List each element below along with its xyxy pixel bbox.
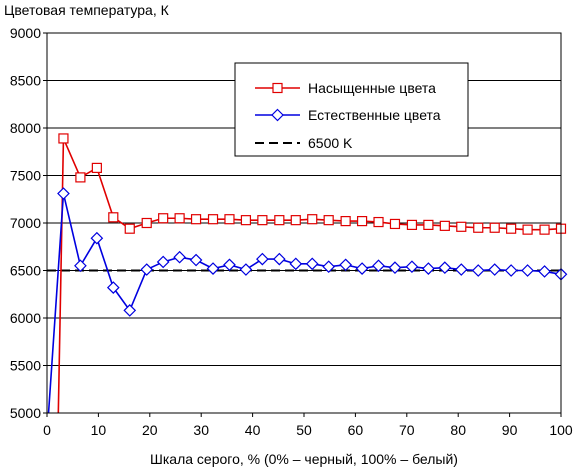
- x-tick-label: 10: [91, 422, 107, 438]
- data-point-1: [339, 258, 352, 272]
- data-point-0: [141, 217, 152, 229]
- data-point-0: [174, 213, 185, 224]
- y-tick-label: 7000: [10, 215, 41, 231]
- legend-label: Насыщенные цвета: [308, 80, 436, 96]
- data-point-1: [422, 262, 435, 275]
- data-point-0: [207, 214, 219, 225]
- data-point-1: [272, 252, 286, 266]
- data-point-1: [372, 259, 385, 273]
- data-point-1: [289, 257, 303, 271]
- x-axis-ticks: 0 10 20 30 40 50 60 70 80 90 100: [43, 413, 573, 438]
- x-tick-label: 30: [193, 422, 209, 438]
- x-axis-title: Шкала серого, % (0% – черный, 100% – бел…: [150, 451, 458, 467]
- series-markers: [57, 133, 568, 317]
- x-tick-label: 0: [43, 422, 51, 438]
- data-point-0: [456, 221, 467, 232]
- data-point-0: [323, 215, 334, 226]
- x-tick-label: 40: [245, 422, 261, 438]
- series-line-0: [57, 138, 562, 414]
- data-point-1: [305, 257, 319, 271]
- data-point-1: [206, 262, 220, 275]
- legend-swatch-marker: [271, 108, 284, 122]
- data-point-1: [256, 252, 269, 266]
- data-point-1: [471, 264, 485, 277]
- data-point-0: [240, 215, 252, 226]
- y-axis-ticks: 5000 5500 6000 6500 7000 7500 8000 8500 9000: [10, 25, 47, 421]
- series-lines: [47, 138, 562, 414]
- data-point-0: [274, 215, 285, 226]
- y-tick-label: 8500: [10, 73, 41, 89]
- data-point-1: [538, 265, 551, 278]
- data-point-1: [173, 250, 186, 264]
- legend: Насыщенные цвета Естественные цвета 6500 K: [234, 62, 469, 157]
- data-point-0: [224, 214, 235, 225]
- data-point-0: [406, 219, 418, 230]
- data-point-1: [57, 187, 70, 200]
- data-point-1: [521, 264, 534, 277]
- data-point-1: [74, 259, 87, 273]
- data-point-1: [405, 260, 419, 274]
- legend-box: [234, 62, 469, 157]
- x-tick-label: 60: [348, 422, 364, 438]
- data-point-0: [522, 224, 533, 235]
- y-tick-label: 8000: [10, 120, 41, 136]
- x-tick-label: 90: [502, 422, 518, 438]
- data-point-0: [58, 133, 69, 144]
- data-point-0: [473, 222, 484, 233]
- data-point-1: [488, 263, 502, 276]
- data-point-1: [189, 253, 203, 267]
- data-point-0: [257, 215, 268, 226]
- data-point-0: [506, 223, 517, 234]
- data-point-0: [439, 220, 450, 231]
- data-point-1: [322, 260, 336, 274]
- legend-swatch-marker: [272, 82, 283, 94]
- data-point-1: [106, 281, 120, 294]
- data-point-0: [158, 213, 169, 224]
- y-tick-label: 5500: [10, 358, 41, 374]
- y-tick-label: 6500: [10, 263, 41, 279]
- data-point-1: [504, 264, 518, 277]
- data-point-0: [124, 223, 135, 234]
- data-point-1: [123, 304, 137, 317]
- data-point-0: [190, 214, 202, 225]
- data-point-0: [373, 216, 384, 228]
- data-point-1: [90, 231, 104, 245]
- data-point-0: [307, 214, 318, 225]
- x-tick-label: 100: [549, 422, 573, 438]
- data-point-1: [239, 263, 253, 276]
- data-point-1: [454, 263, 468, 276]
- data-point-0: [389, 218, 401, 230]
- data-point-0: [75, 172, 86, 183]
- legend-label: Естественные цвета: [308, 107, 441, 123]
- x-tick-label: 80: [450, 422, 466, 438]
- data-point-1: [156, 255, 170, 269]
- data-point-0: [356, 216, 368, 227]
- x-tick-label: 50: [296, 422, 312, 438]
- data-point-1: [355, 262, 369, 275]
- y-tick-label: 9000: [10, 25, 41, 41]
- x-tick-label: 20: [142, 422, 158, 438]
- x-tick-label: 70: [399, 422, 415, 438]
- legend-label: 6500 K: [308, 135, 353, 151]
- data-point-0: [108, 212, 119, 223]
- data-point-0: [91, 162, 102, 173]
- data-point-0: [423, 219, 434, 230]
- data-point-1: [223, 258, 236, 272]
- data-point-1: [140, 263, 154, 276]
- data-point-1: [438, 261, 452, 274]
- y-tick-label: 5000: [10, 405, 41, 421]
- y-tick-label: 6000: [10, 310, 41, 326]
- data-point-0: [539, 224, 550, 235]
- data-point-0: [290, 215, 301, 226]
- y-axis-title: Цветовая температура, К: [4, 2, 170, 18]
- data-point-0: [340, 216, 351, 227]
- data-point-0: [489, 222, 500, 233]
- y-tick-label: 7500: [10, 168, 41, 184]
- data-point-1: [388, 261, 402, 274]
